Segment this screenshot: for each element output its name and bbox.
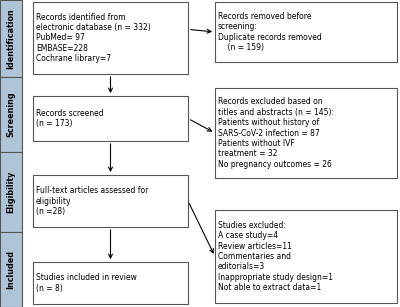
Text: Records screened
(n = 173): Records screened (n = 173): [36, 109, 104, 128]
Text: Studies excluded:
A case study=4
Review articles=11
Commentaries and
editorials=: Studies excluded: A case study=4 Review …: [218, 221, 333, 292]
Text: Full-text articles assessed for
eligibility
(n =28): Full-text articles assessed for eligibil…: [36, 186, 148, 216]
Text: Included: Included: [6, 250, 16, 289]
Bar: [0, 0, 22, 77]
Text: Identification: Identification: [6, 8, 16, 69]
Bar: [0, 152, 22, 232]
Text: Eligibility: Eligibility: [6, 171, 16, 213]
Text: Screening: Screening: [6, 92, 16, 137]
Text: Records removed before
screening:
Duplicate records removed
    (n = 159): Records removed before screening: Duplic…: [218, 12, 322, 52]
Text: Records excluded based on
titles and abstracts (n = 145):
Patients without histo: Records excluded based on titles and abs…: [218, 97, 334, 169]
Bar: [215, 210, 397, 303]
Bar: [33, 96, 188, 141]
Bar: [33, 262, 188, 304]
Bar: [215, 2, 397, 62]
Bar: [33, 2, 188, 74]
Bar: [0, 77, 22, 152]
Bar: [33, 175, 188, 227]
Text: Studies included in review
(n = 8): Studies included in review (n = 8): [36, 273, 137, 293]
Bar: [215, 88, 397, 178]
Text: Records identified from
electronic database (n = 332)
PubMed= 97
EMBASE=228
Coch: Records identified from electronic datab…: [36, 13, 151, 63]
Bar: [0, 232, 22, 307]
